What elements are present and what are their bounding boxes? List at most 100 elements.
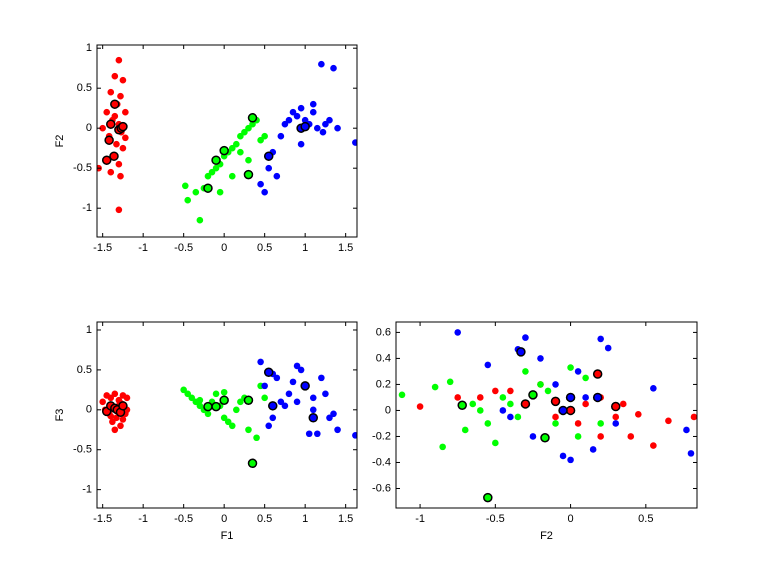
point <box>99 124 106 132</box>
point <box>109 418 116 426</box>
point <box>220 414 228 422</box>
point <box>115 160 123 168</box>
y-tick-label: 0.5 <box>77 82 92 94</box>
point <box>552 381 559 388</box>
y-tick-label: 0.2 <box>376 378 391 390</box>
point <box>589 446 597 453</box>
x-tick-label: 1.5 <box>338 242 353 254</box>
point <box>110 99 120 109</box>
y-tick-label: 0.5 <box>77 364 92 376</box>
point <box>597 420 604 427</box>
point <box>610 401 621 412</box>
plot-area <box>99 358 357 469</box>
y-tick-label: 0 <box>385 404 391 416</box>
point <box>574 433 582 440</box>
point <box>469 400 477 408</box>
point <box>277 132 285 140</box>
point <box>106 119 116 129</box>
point <box>119 144 127 152</box>
point <box>263 151 274 161</box>
point <box>650 442 657 449</box>
x-tick-label: -1 <box>415 513 425 525</box>
point <box>181 182 189 190</box>
point <box>115 56 123 64</box>
point <box>352 432 357 439</box>
point <box>537 381 544 388</box>
point <box>540 433 550 443</box>
point <box>499 394 507 401</box>
point <box>507 400 514 408</box>
point <box>431 383 439 391</box>
point <box>300 381 310 391</box>
point <box>582 394 589 401</box>
point <box>309 100 317 108</box>
point <box>314 430 321 438</box>
point <box>219 395 229 405</box>
point <box>529 433 537 440</box>
point <box>269 414 277 422</box>
point <box>322 390 329 398</box>
point <box>567 364 574 371</box>
point <box>212 390 220 398</box>
point <box>245 156 252 164</box>
point <box>109 151 119 161</box>
x-tick-label: 0.5 <box>257 242 272 254</box>
point <box>301 116 309 124</box>
point <box>261 382 268 390</box>
point <box>461 426 469 434</box>
point <box>484 420 492 427</box>
x-tick-label: 0.5 <box>257 513 272 525</box>
y-axis-label: F3 <box>54 409 66 422</box>
point <box>665 417 672 425</box>
point <box>196 402 204 410</box>
point <box>507 387 514 395</box>
point <box>243 169 254 180</box>
point <box>122 134 129 142</box>
point <box>118 121 128 132</box>
point <box>297 104 305 112</box>
x-tick-label: -0.5 <box>174 513 193 525</box>
point <box>243 395 254 405</box>
point <box>574 420 582 427</box>
point <box>318 60 325 68</box>
point <box>309 406 317 414</box>
point <box>352 139 357 146</box>
x-tick-label: 1 <box>302 513 308 525</box>
x-tick-label: 0 <box>568 513 574 525</box>
point <box>522 368 529 375</box>
point <box>261 188 268 196</box>
point <box>219 145 229 156</box>
point <box>203 183 213 193</box>
point <box>597 335 604 343</box>
point <box>544 387 552 395</box>
point <box>516 347 526 357</box>
point <box>237 148 244 156</box>
point <box>203 401 213 412</box>
point <box>565 392 576 403</box>
point <box>454 394 462 401</box>
point <box>330 64 337 72</box>
point <box>265 164 273 172</box>
y-tick-label: -0.4 <box>372 456 391 468</box>
point <box>514 413 522 421</box>
point <box>558 405 568 416</box>
point <box>293 362 301 370</box>
point <box>293 112 301 120</box>
point <box>476 394 484 401</box>
point <box>216 188 224 196</box>
point <box>245 426 252 434</box>
point <box>261 132 268 140</box>
point <box>118 401 128 411</box>
axes-box <box>96 44 358 238</box>
point <box>224 418 232 426</box>
point <box>119 76 127 84</box>
point <box>237 132 244 140</box>
point <box>416 403 424 410</box>
point <box>211 155 221 165</box>
point <box>507 413 514 421</box>
point <box>567 456 574 464</box>
x-tick-label: 0.5 <box>638 513 653 525</box>
y-tick-label: 0.4 <box>376 352 391 364</box>
x-tick-label: -0.5 <box>174 242 193 254</box>
